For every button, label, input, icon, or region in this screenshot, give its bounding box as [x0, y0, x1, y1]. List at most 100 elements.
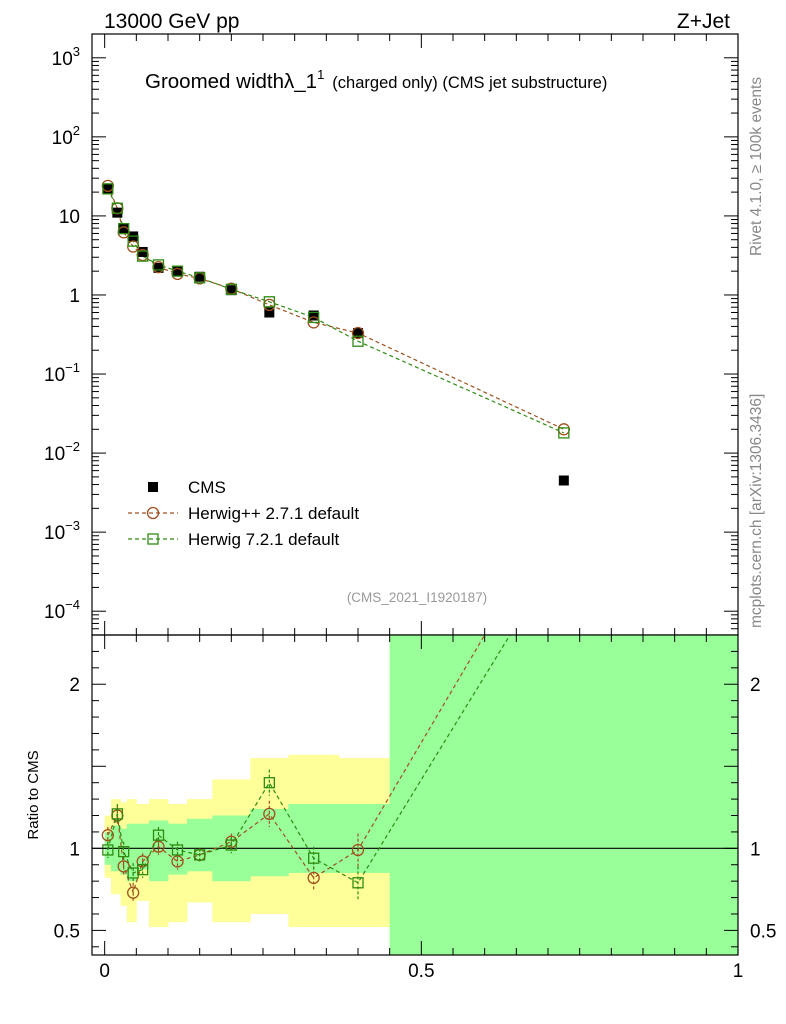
ratio-point-herwig7: [352, 877, 364, 889]
y-tick-label-exponent: −1: [65, 360, 80, 375]
plot-title-sub: (charged only) (CMS jet substructure): [332, 74, 607, 92]
y-tick-label-base: 10: [44, 365, 65, 386]
series-point-herwigpp: [351, 326, 365, 340]
series-line-herwig7: [107, 188, 565, 434]
series-point-herwig7: [127, 235, 139, 247]
y-tick-label: 102: [52, 123, 80, 149]
y-tick-label-exponent: −4: [65, 597, 80, 612]
series-point-herwig7: [225, 283, 237, 295]
series-point-herwig7: [102, 183, 114, 195]
ratio-line-herwigpp: [107, 634, 486, 895]
legend-label-data: CMS: [188, 478, 226, 497]
mcplots-label: mcplots.cern.ch [arXiv:1306.3436]: [748, 394, 765, 628]
uncertainty-band-inner: [120, 828, 128, 875]
y-tick-label: 10−4: [44, 597, 80, 623]
y-tick-label: 10−1: [44, 360, 80, 386]
series-point-herwig7: [352, 335, 364, 347]
ratio-point-herwigpp: [101, 829, 114, 842]
ratio-y-tick-label-right: 0.5: [750, 921, 776, 942]
legend-marker-data: [148, 482, 158, 492]
series-line-herwigpp: [107, 185, 565, 430]
plot-title-sup: 1: [317, 67, 324, 82]
series-point-herwigpp: [557, 423, 570, 436]
ratio-point-herwig7: [263, 777, 275, 789]
ratio-y-tick-label-left: 2: [69, 675, 80, 696]
ratio-point-herwig7: [102, 844, 114, 856]
analysis-id-label: (CMS_2021_I1920187): [347, 590, 487, 605]
y-tick-label-base: 10: [52, 128, 73, 149]
ratio-point-herwig7: [194, 849, 206, 861]
y-tick-label: 10−2: [44, 439, 80, 465]
ratio-point-herwigpp: [263, 807, 276, 821]
series-point-herwig7: [558, 427, 570, 439]
uncertainty-band-inner: [389, 635, 739, 955]
uncertainty-band-inner: [126, 823, 137, 882]
cms-data-point: [118, 223, 129, 234]
ratio-plot-panel: 0 0.5 1 2 2 1 1 0.5 0.5 Ratio to CMS: [25, 634, 776, 982]
cms-data-point: [264, 307, 275, 318]
ratio-point-herwigpp: [127, 886, 140, 899]
uncertainty-band-inner: [250, 808, 289, 877]
series-point-herwig7: [137, 250, 149, 262]
ratio-point-herwigpp: [307, 871, 320, 885]
ratio-point-herwig7: [308, 852, 320, 864]
ratio-point-herwig7: [171, 844, 184, 856]
cms-data-point: [558, 475, 569, 486]
cms-data-point: [308, 310, 319, 321]
series-point-herwig7: [152, 259, 165, 271]
ratio-point-herwig7: [111, 808, 123, 820]
ratio-point-herwig7: [137, 864, 149, 876]
x-tick-label: 1: [733, 961, 744, 982]
cms-data-point: [102, 183, 113, 194]
legend-label-herwigpp: Herwig++ 2.7.1 default: [188, 504, 359, 523]
y-tick-label-base: 10: [52, 49, 73, 70]
y-tick-label-exponent: 2: [73, 123, 80, 138]
process-label: Z+Jet: [677, 10, 730, 33]
ratio-y-tick-label-left: 1: [69, 839, 80, 860]
x-tick-label: 0: [99, 961, 110, 982]
ratio-point-herwig7: [225, 839, 237, 851]
x-tick-label: 0.5: [408, 961, 434, 982]
ratio-point-herwig7: [118, 845, 130, 858]
legend: CMS Herwig++ 2.7.1 default Herwig 7.2.1 de…: [128, 478, 359, 549]
y-tick-label: 10: [59, 207, 80, 228]
cms-data-point: [194, 271, 205, 282]
y-tick-label-exponent: −3: [65, 518, 80, 533]
cms-data-point: [137, 246, 148, 257]
y-tick-label-base: 10: [44, 444, 65, 465]
uncertainty-band-inner: [136, 823, 150, 870]
collision-label: 13000 GeV pp: [104, 10, 239, 33]
uncertainty-band-inner: [288, 804, 340, 873]
y-tick-label: 1: [69, 286, 80, 307]
cms-data-point: [153, 262, 164, 273]
y-tick-label-base: 10: [44, 523, 65, 544]
ratio-point-herwigpp: [351, 843, 365, 857]
plot-title-main: Groomed widthλ_1: [145, 70, 317, 93]
series-point-herwig7: [263, 296, 275, 308]
series-point-herwig7: [111, 202, 123, 214]
uncertainty-band-inner: [187, 818, 213, 872]
y-tick-label-base: 10: [44, 602, 65, 623]
y-tick-label-exponent: 3: [73, 44, 80, 59]
y-tick-label: 10−3: [44, 518, 80, 544]
ratio-point-herwigpp: [171, 855, 184, 868]
ratio-point-herwigpp: [117, 860, 130, 873]
ratio-y-tick-label-right: 2: [750, 675, 761, 696]
rivet-label: Rivet 4.1.0, ≥ 100k events: [748, 77, 765, 256]
y-tick-label-exponent: −2: [65, 439, 80, 454]
legend-label-herwig7: Herwig 7.2.1 default: [188, 530, 339, 549]
ratio-y-tick-label-left: 0.5: [54, 921, 80, 942]
series-point-herwig7: [194, 272, 206, 284]
series-point-herwig7: [171, 265, 184, 277]
cms-data-point: [172, 266, 183, 277]
series-point-herwig7: [118, 223, 130, 235]
svg-text:Groomed widthλ_11(charged only: Groomed widthλ_11 (charged only) (CMS jet…: [145, 67, 607, 93]
series-point-herwig7: [308, 311, 320, 324]
legend-marker-herwig7: [147, 533, 159, 545]
plot-title: Groomed widthλ_11 (charged only) (CMS jet…: [145, 67, 607, 93]
ratio-point-herwig7: [152, 829, 165, 841]
cms-data-point: [226, 285, 237, 296]
ratio-plot-frame: [91, 634, 739, 956]
